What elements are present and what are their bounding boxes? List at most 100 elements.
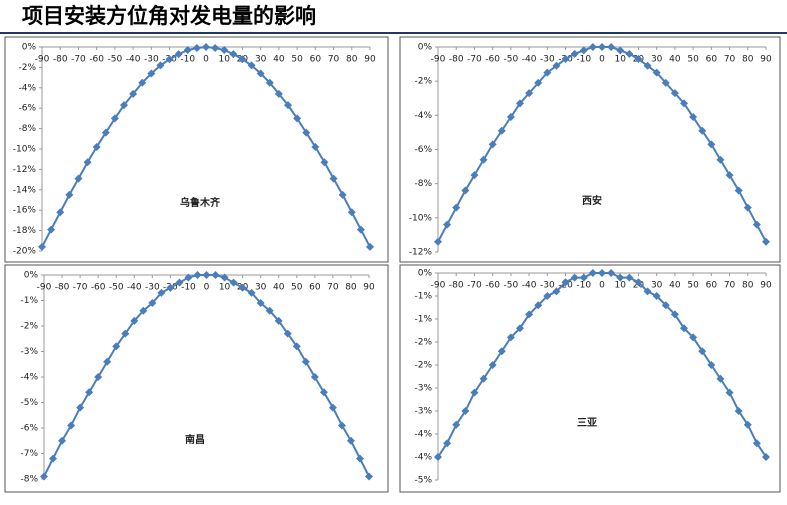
x-tick-label: -80 [449,281,464,291]
marker [347,208,356,217]
marker [83,158,92,167]
marker [112,342,121,351]
x-tick-label: 80 [345,283,357,293]
x-tick-label: -30 [540,55,555,65]
marker [355,454,364,463]
marker [129,89,138,98]
marker [319,388,328,397]
marker [202,271,211,279]
marker [121,329,130,338]
y-tick-label: -4% [20,373,38,383]
marker [461,186,470,195]
marker [174,50,183,59]
x-tick-label: -40 [127,283,142,293]
marker [147,69,156,78]
x-tick-label: -10 [180,55,195,65]
y-tick-label: -5% [414,476,432,486]
y-tick-label: -6% [18,104,36,114]
marker [607,269,616,277]
x-tick-label: 10 [614,55,626,65]
x-tick-label: 60 [706,281,718,291]
x-tick-label: 30 [651,55,663,65]
marker [534,301,543,310]
marker [479,155,488,164]
marker [183,46,192,55]
y-tick-label: -1% [414,292,432,302]
x-tick-label: 40 [273,55,285,65]
marker [552,61,561,70]
x-tick-label: -10 [576,55,591,65]
x-tick-label: 80 [346,55,358,65]
marker [366,242,374,251]
marker [139,306,148,315]
marker [543,292,552,300]
y-tick-label: -3% [414,407,432,417]
marker [470,171,479,180]
marker [452,203,461,212]
y-tick-label: -16% [13,206,37,216]
y-tick-label: -4% [414,453,432,463]
marker [661,78,670,87]
x-tick-label: 40 [273,283,285,293]
y-tick-label: -3% [414,384,432,394]
marker [328,403,337,412]
x-tick-label: 90 [363,283,375,293]
x-tick-label: 60 [706,55,718,65]
marker [652,292,661,300]
marker [148,299,157,308]
x-tick-label: -90 [431,55,446,65]
marker [579,46,588,55]
x-tick-label: -10 [576,281,591,291]
y-tick-label: -4% [414,430,432,440]
marker [49,454,58,463]
marker [743,420,752,429]
x-tick-label: 0 [599,55,605,65]
marker [716,374,725,383]
marker [752,439,761,448]
marker [110,114,119,123]
y-tick-label: -1% [20,296,38,306]
x-tick-label: -30 [145,283,160,293]
marker [625,49,634,58]
chart-title: 乌鲁木齐 [180,196,221,209]
marker [461,407,470,415]
marker [707,361,716,369]
x-tick-label: 30 [255,55,267,65]
y-tick-label: -2% [18,63,36,73]
marker [92,142,101,151]
x-tick-label: -80 [53,55,68,65]
slide-title: 项目安装方位角对发电量的影响 [22,4,316,28]
marker [166,283,175,292]
marker [247,61,256,70]
x-tick-label: 0 [203,55,209,65]
marker [452,420,461,429]
marker [588,269,597,277]
x-tick-label: 10 [218,55,230,65]
x-tick-label: -40 [522,55,537,65]
marker [65,190,74,199]
marker [338,190,347,199]
x-tick-label: -50 [504,55,519,65]
marker [488,140,497,149]
marker [497,126,506,135]
y-tick-label: -12% [13,165,37,175]
x-tick-label: 70 [328,55,340,65]
marker [229,50,238,59]
x-tick-label: 50 [687,55,699,65]
marker [293,114,302,123]
marker [256,299,265,308]
marker [570,49,579,58]
chart-frame [4,264,389,493]
marker [40,472,48,481]
marker [434,453,442,461]
marker [479,374,488,383]
marker [58,436,67,445]
x-tick-label: 80 [742,55,754,65]
marker [743,203,752,212]
marker [652,68,661,77]
y-tick-label: -8% [20,475,38,485]
x-tick-label: 70 [724,55,736,65]
x-tick-label: 30 [255,283,267,293]
marker [643,61,652,70]
